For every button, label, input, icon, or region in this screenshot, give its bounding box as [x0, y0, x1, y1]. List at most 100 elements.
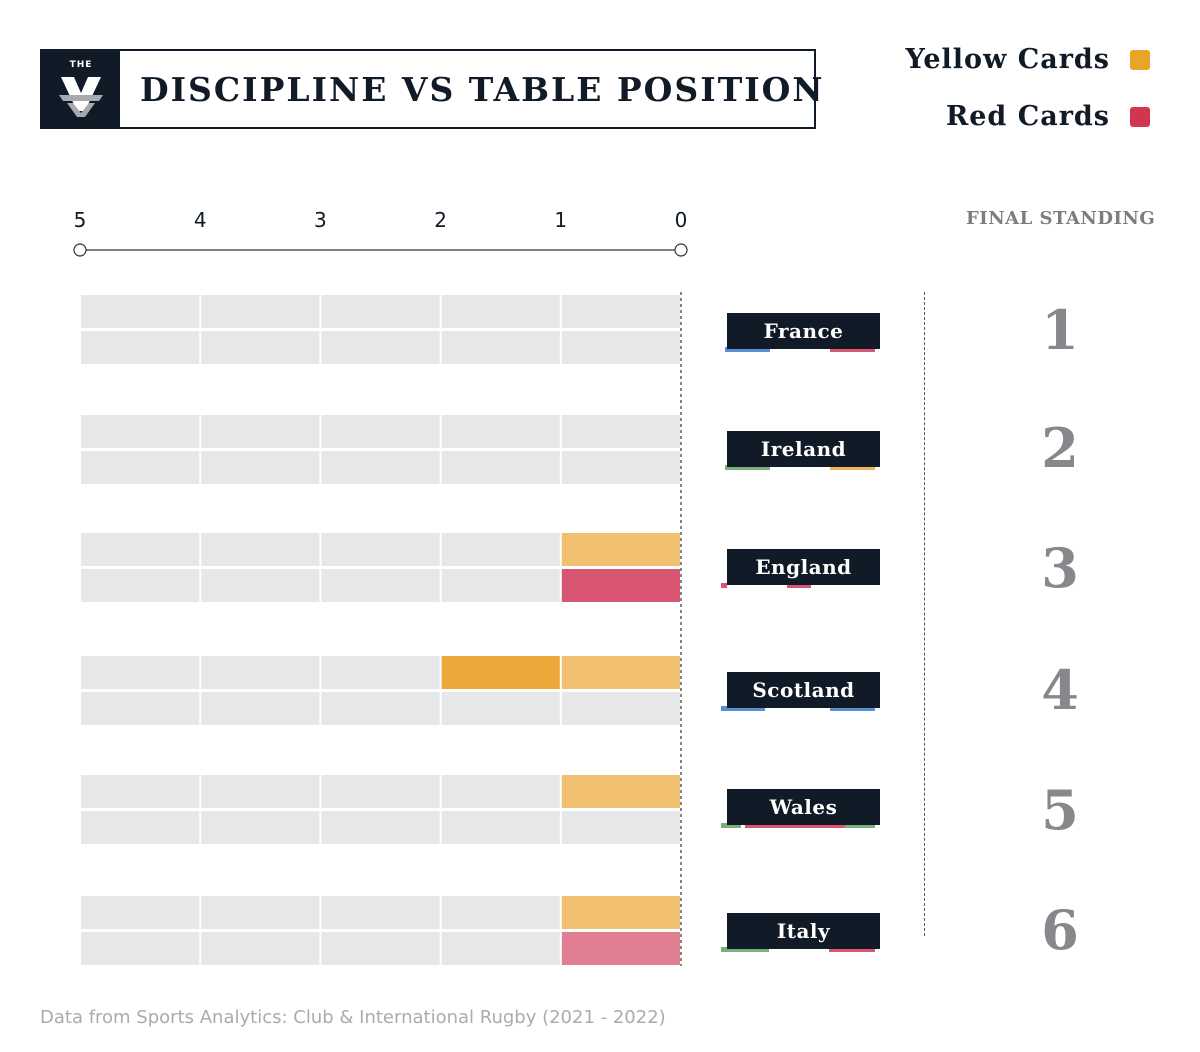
bar-track-cell	[201, 331, 320, 364]
x-tick-label: 1	[554, 208, 567, 232]
bar-track-cell	[441, 932, 560, 965]
flag-stripe	[725, 706, 765, 711]
bar-red-england	[561, 569, 680, 602]
bar-track-cell	[321, 656, 440, 689]
bar-track-cell	[81, 656, 200, 689]
bar-yellow-scotland	[561, 656, 680, 689]
bar-track-cell	[201, 533, 320, 566]
bar-track-cell	[201, 415, 320, 448]
bar-yellow-italy	[561, 896, 680, 929]
bar-track-cell	[81, 569, 200, 602]
bar-track-cell	[201, 932, 320, 965]
team-label-italy: Italy	[727, 913, 880, 949]
discipline-chart: 5 4 3 2 1 0	[73, 208, 688, 966]
bar-red-italy	[561, 932, 680, 965]
flag-stripe	[845, 823, 875, 828]
legend-red-swatch	[1130, 106, 1150, 127]
bar-track-cell	[321, 331, 440, 364]
standing-rank: 4	[1041, 658, 1079, 722]
standing-rank: 2	[1041, 416, 1079, 480]
title-banner: THE DISCIPLINE VS TABLE POSITION	[40, 49, 823, 129]
team-label-scotland: Scotland	[727, 672, 880, 708]
flag-stripe	[721, 823, 741, 828]
flag-stripe	[725, 347, 770, 352]
bar-yellow-england	[561, 533, 680, 566]
bar-track-cell	[321, 295, 440, 328]
standing-rank: 1	[1041, 298, 1079, 362]
bar-track-cell	[441, 415, 560, 448]
bar-track-cell	[441, 451, 560, 484]
bar-track-cell	[201, 451, 320, 484]
bar-track-cell	[321, 451, 440, 484]
flag-stripe	[770, 347, 830, 352]
bar-track-cell	[81, 415, 200, 448]
bar-track-cell	[561, 331, 680, 364]
bar-track-cell	[201, 775, 320, 808]
bar-track-cell	[321, 533, 440, 566]
bar-track-cell	[81, 331, 200, 364]
standing-divider	[924, 292, 925, 936]
bar-track-cell	[81, 811, 200, 844]
bar-track-cell	[441, 533, 560, 566]
team-label-england: England	[727, 549, 880, 585]
bar-track-cell	[441, 896, 560, 929]
bar-track-cell	[321, 415, 440, 448]
bar-track-cell	[561, 811, 680, 844]
x-tick-label: 2	[434, 208, 447, 232]
bar-track-cell	[441, 295, 560, 328]
flag-stripe	[830, 465, 875, 470]
bar-yellow-wales	[561, 775, 680, 808]
legend-yellow-cards: Yellow Cards	[905, 44, 1150, 75]
team-label-france: France	[727, 313, 880, 349]
standing-rank: 6	[1041, 898, 1079, 962]
chart-title: DISCIPLINE VS TABLE POSITION	[140, 69, 825, 109]
bar-track-cell	[441, 692, 560, 725]
bar-yellow-scotland	[441, 656, 560, 689]
final-standing-header: FINAL STANDING	[966, 208, 1156, 229]
axis-end-right	[674, 243, 688, 257]
standing-rank: 5	[1041, 778, 1079, 842]
brand-logo: THE	[42, 51, 120, 127]
bar-track-cell	[321, 692, 440, 725]
bar-track-cell	[201, 896, 320, 929]
bar-track-cell	[561, 415, 680, 448]
bar-track-cell	[441, 569, 560, 602]
bar-track-cell	[321, 896, 440, 929]
legend-red-cards: Red Cards	[946, 101, 1150, 132]
bar-track-cell	[81, 692, 200, 725]
bar-track-cell	[201, 569, 320, 602]
x-tick-label: 5	[74, 208, 87, 232]
bar-track-cell	[561, 451, 680, 484]
source-note: Data from Sports Analytics: Club & Inter…	[40, 1007, 666, 1028]
legend-red-label: Red Cards	[945, 101, 1110, 132]
x-tick-label: 4	[194, 208, 207, 232]
bar-track-cell	[561, 295, 680, 328]
bar-track-cell	[81, 775, 200, 808]
bar-track-cell	[81, 295, 200, 328]
flag-stripe	[721, 583, 727, 588]
team-label-ireland: Ireland	[727, 431, 880, 467]
bar-track-cell	[81, 896, 200, 929]
bar-track-cell	[441, 331, 560, 364]
flag-stripe	[721, 706, 727, 711]
bar-track-cell	[201, 656, 320, 689]
bar-track-cell	[441, 775, 560, 808]
legend-yellow-swatch	[1130, 49, 1150, 70]
flag-stripe	[725, 465, 770, 470]
logo-mark-icon	[59, 77, 103, 117]
flag-stripe	[745, 823, 845, 828]
bar-track-cell	[561, 692, 680, 725]
flag-stripe	[829, 947, 875, 952]
x-tick-label: 0	[675, 208, 688, 232]
flag-stripe	[787, 583, 811, 588]
flag-stripe	[721, 947, 769, 952]
bar-track-cell	[441, 811, 560, 844]
flag-stripe	[769, 947, 829, 952]
bar-track-cell	[321, 775, 440, 808]
x-tick-label: 3	[314, 208, 327, 232]
bar-track-cell	[81, 932, 200, 965]
bar-track-cell	[321, 932, 440, 965]
bar-track-cell	[81, 451, 200, 484]
bar-track-cell	[81, 533, 200, 566]
standing-rank: 3	[1041, 536, 1079, 600]
